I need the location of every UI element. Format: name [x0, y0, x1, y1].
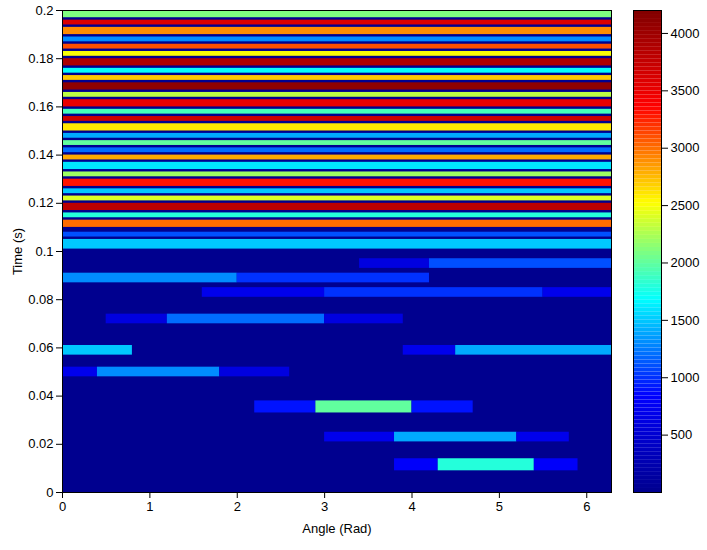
svg-text:Angle (Rad): Angle (Rad)	[302, 521, 371, 536]
svg-text:Time (s): Time (s)	[10, 228, 25, 275]
svg-text:500: 500	[671, 427, 693, 442]
svg-text:0.02: 0.02	[28, 436, 53, 451]
svg-text:2: 2	[234, 499, 241, 514]
svg-text:4: 4	[408, 499, 415, 514]
svg-text:3000: 3000	[671, 140, 700, 155]
svg-text:0.06: 0.06	[28, 340, 53, 355]
svg-text:0: 0	[59, 499, 66, 514]
svg-text:0.14: 0.14	[28, 147, 53, 162]
svg-text:3: 3	[321, 499, 328, 514]
svg-text:0.12: 0.12	[28, 195, 53, 210]
svg-text:0.2: 0.2	[35, 3, 53, 18]
svg-text:0: 0	[46, 485, 53, 500]
svg-text:4000: 4000	[671, 26, 700, 41]
svg-text:3500: 3500	[671, 83, 700, 98]
svg-text:6: 6	[583, 499, 590, 514]
svg-text:1500: 1500	[671, 313, 700, 328]
svg-text:1: 1	[146, 499, 153, 514]
svg-text:0.1: 0.1	[35, 244, 53, 259]
svg-text:0.16: 0.16	[28, 99, 53, 114]
svg-text:2500: 2500	[671, 198, 700, 213]
svg-text:0.08: 0.08	[28, 292, 53, 307]
svg-text:2000: 2000	[671, 255, 700, 270]
svg-text:1000: 1000	[671, 370, 700, 385]
svg-text:0.18: 0.18	[28, 51, 53, 66]
svg-text:0.04: 0.04	[28, 388, 53, 403]
svg-text:5: 5	[496, 499, 503, 514]
